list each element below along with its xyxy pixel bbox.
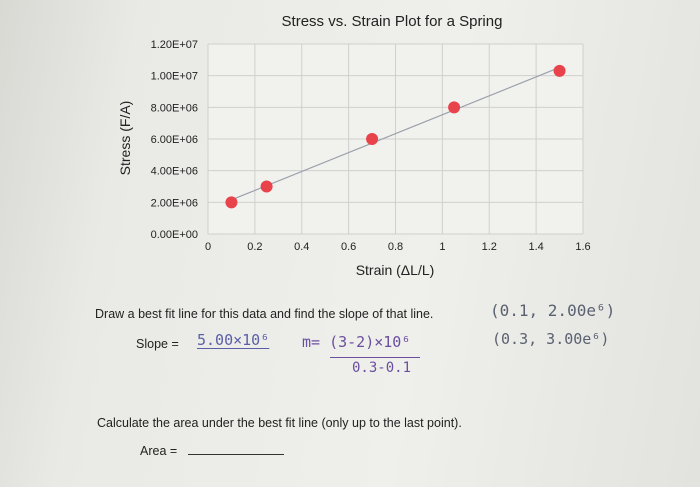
data-point — [260, 180, 273, 193]
data-point — [448, 101, 461, 114]
y-tick-labels: 0.00E+00 2.00E+06 4.00E+06 6.00E+06 8.00E+06… — [151, 39, 198, 241]
x-tick-label: 1 — [439, 241, 445, 253]
x-tick-label: 1.2 — [482, 241, 497, 253]
x-tick-label: 0.4 — [294, 241, 309, 253]
y-tick-label: 0.00E+00 — [151, 229, 198, 241]
x-tick-label: 1.6 — [575, 241, 590, 253]
x-tick-label: 0 — [205, 241, 211, 253]
area-answer-line — [188, 454, 284, 455]
slope-label: Slope = — [136, 337, 179, 351]
x-tick-label: 1.4 — [528, 241, 543, 253]
trendline — [231, 66, 560, 201]
y-tick-label: 1.20E+07 — [151, 39, 198, 51]
slope-answer: 5.00×10⁶ — [197, 331, 270, 349]
x-tick-label: 0.2 — [247, 241, 262, 253]
data-point — [553, 64, 566, 77]
chart-title: Stress vs. Strain Plot for a Spring — [282, 13, 503, 30]
point-two: (0.3, 3.00e⁶) — [492, 330, 610, 348]
y-tick-label: 2.00E+06 — [151, 197, 198, 209]
grid-lines — [207, 43, 584, 235]
question-best-fit: Draw a best fit line for this data and f… — [95, 307, 434, 321]
slope-work-denominator: 0.3-0.1 — [352, 360, 412, 376]
x-tick-labels: 0 0.2 0.4 0.6 0.8 1 1.2 1.4 1.6 — [205, 241, 591, 253]
x-tick-label: 0.6 — [341, 241, 356, 253]
y-tick-label: 1.00E+07 — [151, 71, 198, 83]
slope-work-numerator: m= (3-2)×10⁶ — [302, 333, 411, 351]
data-point — [225, 196, 238, 209]
y-tick-label: 8.00E+06 — [151, 102, 198, 114]
x-tick-label: 0.8 — [388, 241, 403, 253]
point-one: (0.1, 2.00e⁶) — [490, 301, 616, 320]
fraction-bar — [330, 357, 420, 358]
question-area: Calculate the area under the best fit li… — [97, 416, 462, 430]
y-tick-label: 4.00E+06 — [151, 166, 198, 178]
area-label: Area = — [140, 444, 178, 458]
y-axis-label: Stress (F/A) — [117, 101, 133, 176]
data-point — [366, 133, 379, 145]
x-axis-label: Strain (ΔL/L) — [356, 262, 435, 278]
data-points — [225, 64, 566, 209]
y-tick-label: 6.00E+06 — [151, 134, 198, 146]
